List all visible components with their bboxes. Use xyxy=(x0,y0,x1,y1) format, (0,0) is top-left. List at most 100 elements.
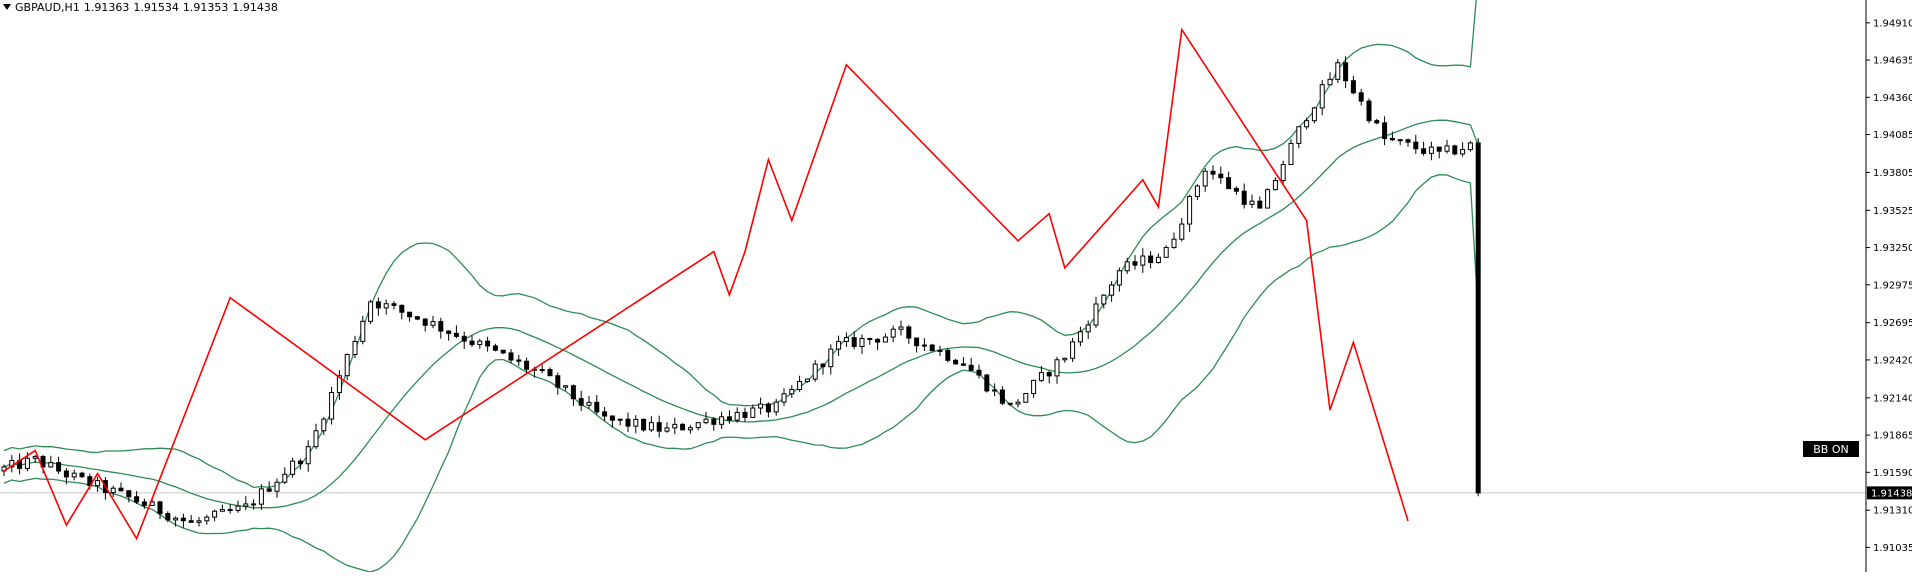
candle-body xyxy=(882,336,888,343)
candle xyxy=(563,385,569,391)
current-price-badge: 1.91438 xyxy=(1867,486,1912,500)
symbol-label: GBPAUD,H1 xyxy=(15,1,80,14)
candle xyxy=(118,482,124,492)
candle xyxy=(984,373,990,393)
candle-body xyxy=(1452,145,1458,155)
candle xyxy=(968,357,974,371)
candle-body xyxy=(1187,195,1193,225)
candle xyxy=(1460,142,1466,157)
candle-body xyxy=(648,422,654,431)
candle-body xyxy=(602,411,608,417)
candle-body xyxy=(24,457,30,469)
price-tick-label: 1.94085 xyxy=(1873,130,1912,141)
candle-body xyxy=(1038,372,1044,381)
candle xyxy=(921,338,927,351)
candle-body xyxy=(875,338,881,343)
candle-body xyxy=(360,320,366,342)
candle xyxy=(305,440,311,472)
candle-body xyxy=(937,349,943,352)
candle-body xyxy=(477,340,483,346)
candle-body xyxy=(1265,189,1271,209)
candle-body xyxy=(1288,142,1294,166)
candle-body xyxy=(1374,120,1380,124)
zigzag-line xyxy=(3,27,1409,541)
candle xyxy=(391,301,397,310)
close-value: 1.91438 xyxy=(232,1,278,14)
candle xyxy=(726,410,732,424)
candle-body xyxy=(719,416,725,425)
candle xyxy=(134,491,140,505)
candle xyxy=(212,509,218,522)
candle-body xyxy=(680,423,686,431)
candle xyxy=(1304,117,1310,130)
candle-body xyxy=(438,321,444,332)
candle-body xyxy=(126,490,132,498)
candle xyxy=(1062,357,1068,363)
candle-body xyxy=(1343,62,1349,82)
candle xyxy=(1116,267,1122,292)
candle-body xyxy=(383,303,389,309)
candle xyxy=(664,422,670,433)
candle-body xyxy=(243,503,249,507)
price-tick-label: 1.91865 xyxy=(1873,431,1912,442)
candle xyxy=(734,407,740,423)
candle xyxy=(110,485,116,497)
candle xyxy=(1343,56,1349,89)
candle-body xyxy=(446,330,452,334)
candle xyxy=(492,343,498,352)
candle xyxy=(672,417,678,435)
candle-body xyxy=(1335,62,1341,80)
candle-body xyxy=(258,488,264,505)
candle-body xyxy=(547,369,553,377)
price-tick-label: 1.92420 xyxy=(1873,355,1912,366)
candle-body xyxy=(539,369,545,372)
candle-body xyxy=(1070,341,1076,359)
candle-body xyxy=(1093,303,1099,326)
candle-body xyxy=(485,340,491,347)
bb-on-badge-bg xyxy=(1803,441,1859,457)
candle xyxy=(1031,379,1037,398)
candle xyxy=(1358,88,1364,106)
candle xyxy=(219,504,225,512)
candle-body xyxy=(664,427,670,432)
candle xyxy=(1015,399,1021,408)
price-tick-label: 1.93525 xyxy=(1873,206,1912,217)
candle xyxy=(602,406,608,422)
candle xyxy=(1296,126,1302,149)
candle xyxy=(204,514,210,525)
bb-on-badge[interactable]: BB ON xyxy=(1803,441,1859,457)
collapse-triangle-icon[interactable] xyxy=(3,4,11,10)
candle-body xyxy=(1358,92,1364,102)
candle-body xyxy=(204,516,210,522)
candle xyxy=(859,334,865,354)
candle xyxy=(750,404,756,418)
candle-body xyxy=(368,301,374,322)
candle-body xyxy=(1405,139,1411,143)
candle-body xyxy=(1311,107,1317,122)
candle xyxy=(438,317,444,339)
candle-body xyxy=(633,418,639,427)
candle xyxy=(165,511,171,523)
candle-body xyxy=(313,430,319,448)
candle xyxy=(1288,139,1294,166)
candle xyxy=(1405,138,1411,147)
candle xyxy=(555,372,561,395)
price-tick-label: 1.94360 xyxy=(1873,93,1912,104)
candle-body xyxy=(1101,294,1107,305)
candle xyxy=(1124,257,1130,274)
candle xyxy=(469,335,475,348)
candle-body xyxy=(586,401,592,406)
candle-body xyxy=(196,520,202,523)
candle-body xyxy=(1116,270,1122,286)
candle-body xyxy=(375,301,381,309)
candle xyxy=(329,386,335,425)
candle-body xyxy=(617,418,623,421)
candle-body xyxy=(851,337,857,347)
price-tick-label: 1.92140 xyxy=(1873,393,1912,404)
candle-body xyxy=(609,415,615,421)
candle xyxy=(836,335,842,356)
candle xyxy=(407,311,413,322)
candle xyxy=(1007,402,1013,407)
